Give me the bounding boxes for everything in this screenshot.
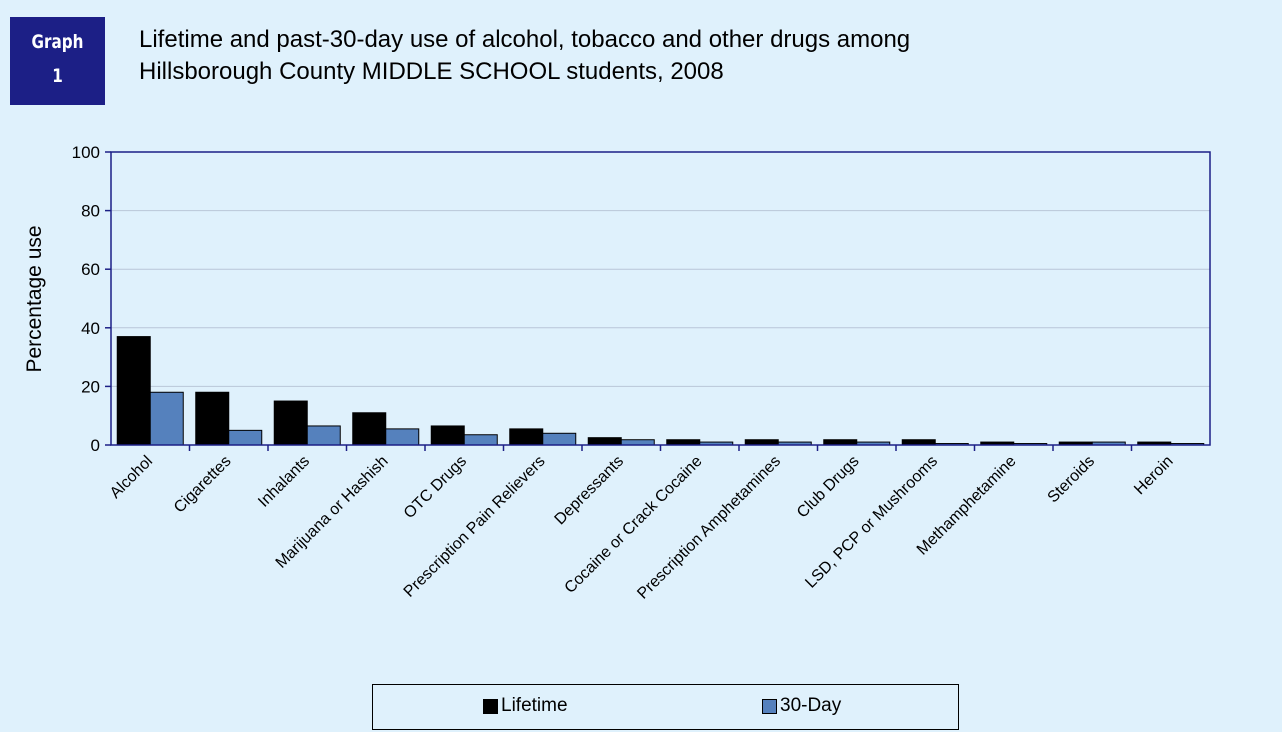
bar-30-day (463, 434, 498, 446)
legend-label-30-day: 30-Day (780, 695, 842, 716)
x-tick-label: Prescription Pain Relievers (401, 453, 549, 601)
legend-item-30-day: 30-Day (762, 695, 841, 717)
x-tick-label: Heroin (1131, 453, 1176, 498)
bar-lifetime (273, 400, 308, 446)
y-axis-label: Percentage use (23, 225, 46, 372)
x-tick-label: Cigarettes (171, 453, 235, 517)
x-tick-label: Prescription Amphetamines (634, 453, 784, 603)
chart-title-line-2: Hillsborough County MIDDLE SCHOOL studen… (139, 58, 724, 85)
bars (116, 336, 1205, 446)
x-tick-label: Depressants (552, 453, 628, 529)
y-tick-label: 100 (72, 143, 100, 162)
bar-lifetime (901, 439, 936, 446)
bar-30-day (306, 425, 341, 446)
legend-swatch-30-day (762, 698, 777, 714)
bar-lifetime (587, 437, 622, 446)
legend-swatch-lifetime (483, 698, 498, 714)
x-tick-label: Alcohol (107, 453, 156, 502)
y-tick-label: 0 (91, 436, 100, 455)
graph-badge-number: 1 (52, 65, 63, 87)
graph-badge-label: Graph (31, 31, 84, 53)
y-tick-labels: 0 20 40 60 80 100 (72, 143, 100, 455)
axes (105, 151, 1211, 451)
bar-lifetime (666, 439, 701, 446)
x-tick-label: Cocaine or Crack Cocaine (562, 453, 706, 597)
bar-lifetime (430, 425, 465, 446)
x-tick-label: Club Drugs (794, 453, 863, 522)
gridlines (111, 210, 1210, 387)
bar-lifetime (744, 439, 779, 446)
legend-label-lifetime: Lifetime (501, 695, 568, 716)
legend: Lifetime 30-Day (372, 684, 959, 730)
x-tick-label: Steroids (1045, 453, 1099, 507)
chart-title-line-1: Lifetime and past-30-day use of alcohol,… (139, 26, 911, 53)
bar-lifetime (823, 439, 858, 446)
bar-lifetime (116, 336, 151, 446)
bar-30-day (228, 429, 263, 446)
chart-title: Lifetime and past-30-day use of alcohol,… (139, 24, 1139, 88)
x-tick-label: Inhalants (255, 453, 313, 511)
bar-30-day (542, 432, 577, 446)
x-tick-label: OTC Drugs (401, 453, 470, 522)
bar-30-day (385, 428, 420, 446)
y-tick-label: 60 (81, 260, 100, 279)
bar-lifetime (509, 428, 544, 446)
bar-30-day (149, 391, 184, 446)
bar-lifetime (352, 412, 387, 446)
bar-30-day (620, 439, 655, 446)
bar-lifetime (195, 391, 230, 446)
legend-item-lifetime: Lifetime (483, 695, 568, 717)
graph-badge: Graph 1 (10, 17, 105, 105)
y-tick-label: 20 (81, 377, 100, 396)
x-tick-label: LSD, PCP or Mushrooms (802, 453, 941, 592)
y-tick-label: 80 (81, 202, 100, 221)
y-tick-label: 40 (81, 319, 100, 338)
